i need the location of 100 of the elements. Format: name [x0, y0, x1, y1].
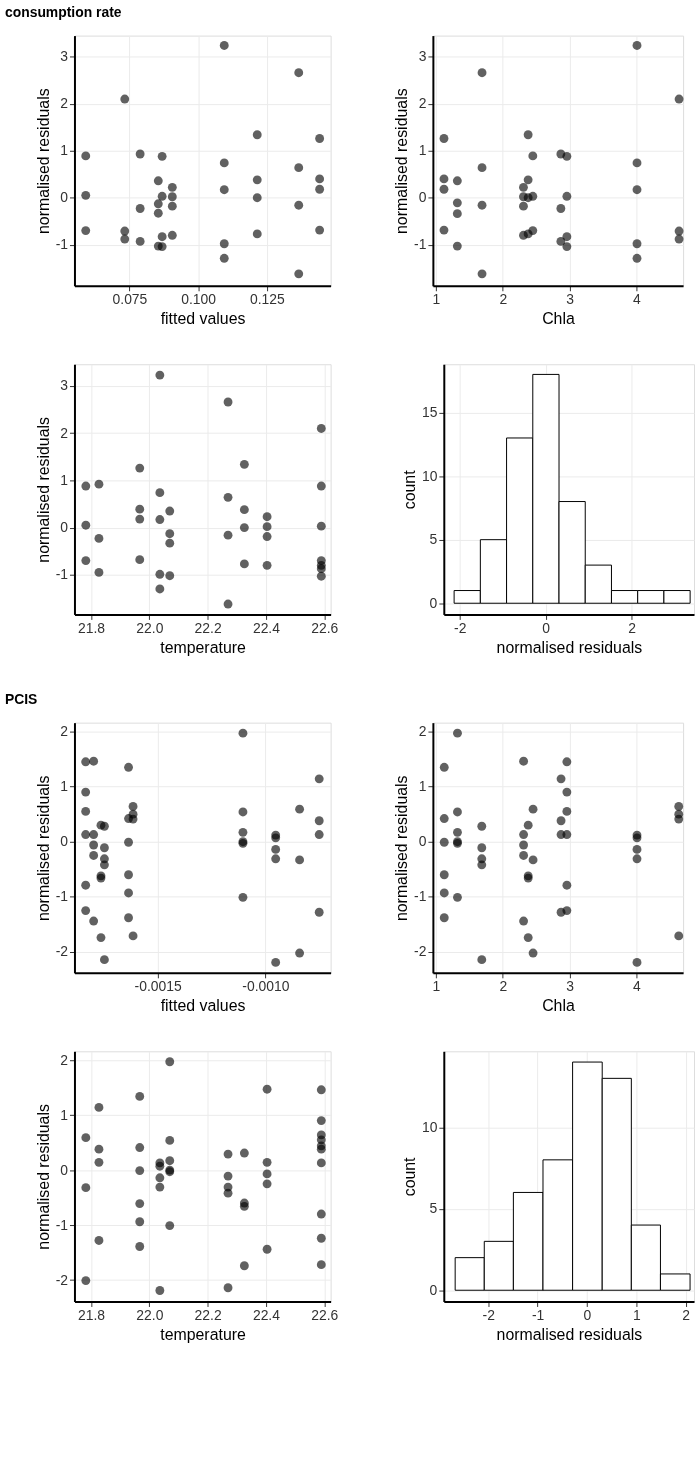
x-tick-label: 2 [499, 978, 508, 995]
y-tick-label: -1 [414, 236, 427, 253]
point [632, 185, 642, 195]
x-tick-label: 22.4 [252, 1306, 281, 1323]
point [315, 184, 325, 194]
y-tick-label: 10 [421, 467, 438, 484]
point [271, 854, 281, 864]
y-tick-label: -1 [55, 888, 69, 905]
point [271, 844, 281, 854]
y-axis-title: normalised residuals [34, 416, 52, 563]
point [453, 728, 462, 738]
point [632, 158, 642, 168]
point [262, 1169, 272, 1179]
x-tick-label: 21.8 [78, 619, 106, 636]
point [632, 239, 642, 249]
point [223, 1171, 233, 1181]
point [477, 269, 487, 279]
y-tick-label: 2 [60, 1051, 69, 1068]
point [165, 1057, 175, 1067]
point [135, 463, 145, 473]
point [135, 555, 145, 565]
x-axis-title: normalised residuals [496, 1325, 643, 1343]
x-tick-label: 2 [628, 619, 637, 636]
x-axis-title: fitted values [160, 997, 246, 1015]
y-axis-title: normalised residuals [393, 88, 411, 234]
x-axis-title: Chla [542, 310, 575, 328]
point [81, 226, 91, 236]
point [316, 564, 326, 574]
point [89, 830, 99, 839]
point [453, 827, 462, 837]
point [81, 1133, 91, 1143]
point [439, 913, 449, 923]
point [477, 821, 487, 831]
point [262, 522, 272, 532]
point [528, 948, 538, 958]
point [523, 130, 533, 140]
point [439, 225, 449, 235]
x-tick-label: 22.2 [194, 1306, 222, 1323]
point [519, 916, 529, 926]
point [556, 236, 566, 246]
point [238, 827, 248, 837]
point [271, 957, 281, 967]
x-tick-label: 22.6 [311, 1306, 339, 1323]
point [167, 182, 177, 192]
point [155, 488, 165, 498]
point [632, 253, 642, 263]
x-tick-label: 4 [632, 291, 641, 308]
point [316, 1209, 326, 1219]
x-tick-label: 4 [632, 978, 641, 995]
x-tick-label: 0 [542, 619, 551, 636]
point [519, 182, 528, 192]
y-tick-label: 0 [429, 594, 438, 611]
point [167, 201, 177, 211]
point [155, 569, 165, 579]
y-tick-label: 10 [421, 1118, 438, 1135]
x-tick-label: 22.0 [136, 619, 164, 636]
point [99, 843, 109, 853]
y-tick-label: -2 [55, 1271, 69, 1288]
y-tick-label: -1 [55, 236, 69, 253]
point [99, 860, 109, 870]
point [314, 907, 324, 917]
point [124, 762, 133, 772]
point [238, 807, 248, 817]
point [155, 584, 165, 594]
x-tick-label: 21.8 [78, 1306, 106, 1323]
point [674, 234, 684, 244]
point [262, 1244, 272, 1254]
point [135, 1217, 145, 1227]
x-axis-title: normalised residuals [496, 638, 643, 656]
point [556, 204, 566, 213]
point [519, 201, 528, 211]
point [135, 236, 145, 246]
point [223, 1283, 233, 1293]
point [81, 1183, 91, 1193]
point [81, 151, 91, 161]
point [155, 1182, 165, 1192]
y-tick-label: -1 [55, 1216, 69, 1233]
x-tick-label: 22.4 [252, 619, 281, 636]
x-tick-label: 3 [566, 291, 575, 308]
point [157, 191, 167, 201]
point [314, 830, 324, 839]
point [223, 1188, 233, 1198]
x-tick-label: 0.075 [112, 291, 148, 308]
point [519, 851, 529, 860]
point [316, 1158, 326, 1168]
point [439, 814, 449, 823]
point [252, 175, 262, 185]
x-tick-label: -0.0010 [242, 978, 290, 995]
point [135, 1242, 145, 1251]
point [94, 1144, 104, 1154]
point [239, 505, 249, 515]
point [528, 804, 538, 814]
point [477, 860, 487, 870]
point [94, 479, 104, 489]
y-tick-label: 2 [60, 95, 69, 112]
point [562, 232, 572, 242]
point [99, 955, 109, 965]
point [89, 840, 99, 850]
point [294, 68, 304, 78]
point [439, 134, 449, 143]
